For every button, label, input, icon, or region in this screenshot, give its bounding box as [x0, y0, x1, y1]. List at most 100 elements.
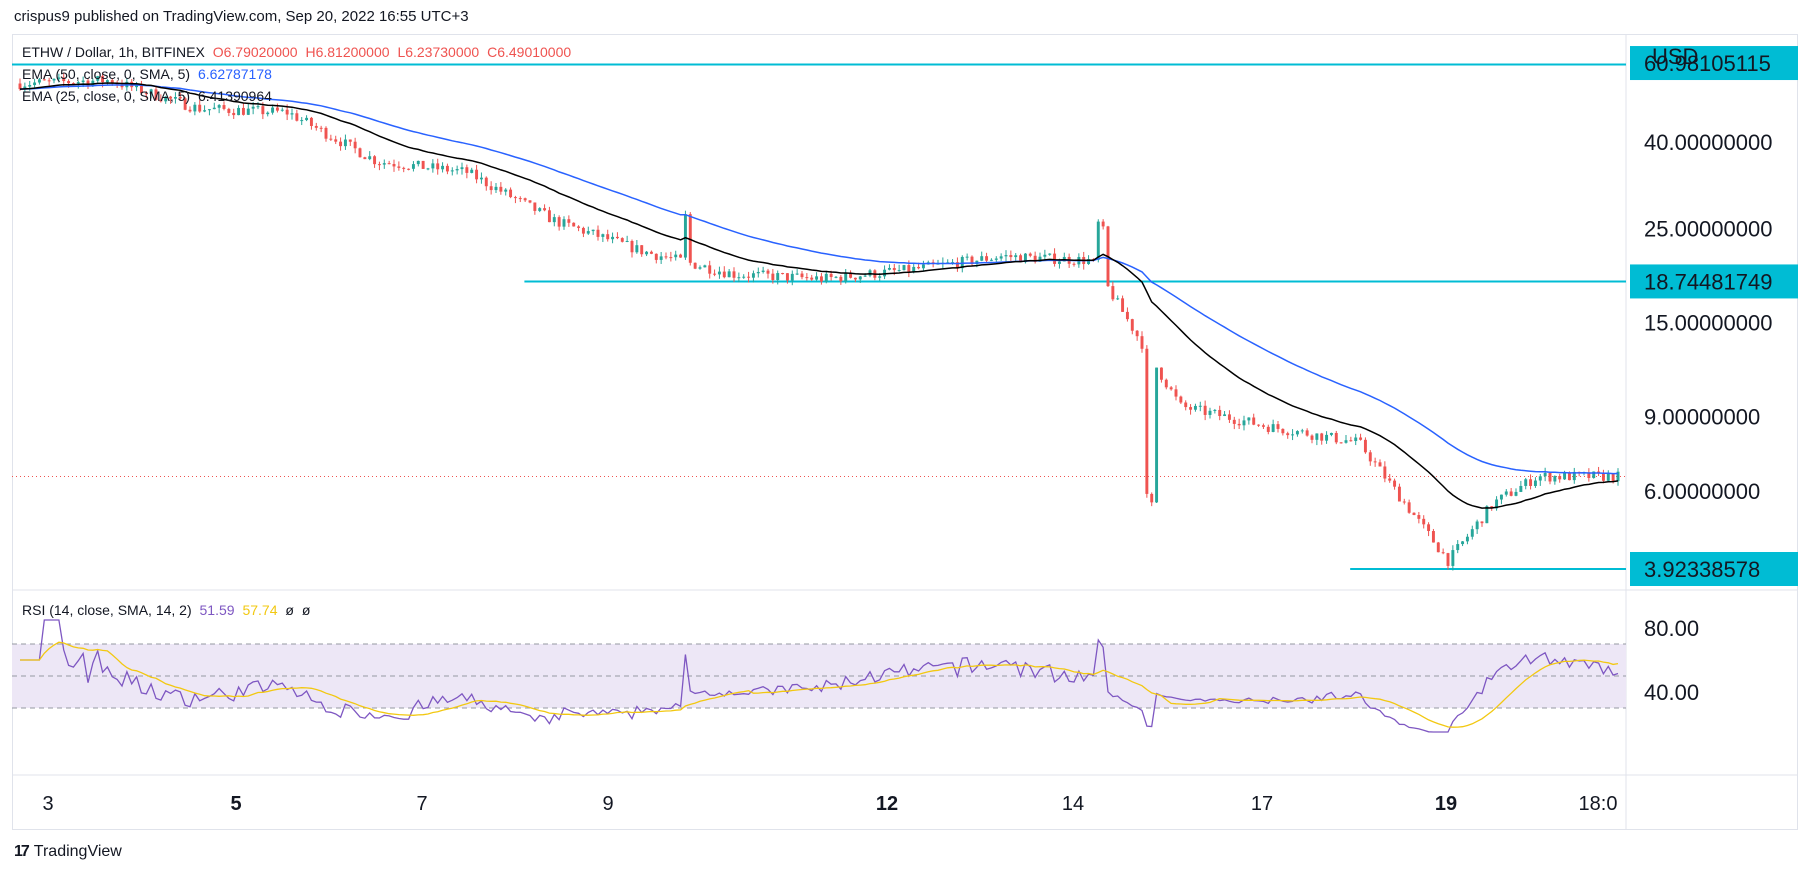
candle-body: [411, 164, 415, 169]
candle-body: [441, 165, 445, 170]
candle-body: [475, 169, 479, 180]
candle-body: [460, 167, 464, 170]
ema25-line: [19, 82, 1619, 509]
candle-body: [513, 197, 517, 199]
candle-body: [339, 141, 343, 147]
candle-body: [271, 107, 275, 113]
candle-body: [1393, 480, 1397, 487]
candle-body: [76, 82, 80, 84]
candle-body: [776, 273, 780, 281]
candle-body: [620, 238, 624, 242]
candle-body: [819, 276, 823, 282]
price-tick-label: 6.00000000: [1644, 479, 1760, 504]
candle-body: [305, 117, 309, 121]
candle-body: [436, 163, 440, 170]
time-axis-label: 3: [42, 793, 53, 815]
candle-body: [203, 110, 207, 112]
candle-body: [1193, 405, 1197, 410]
candle-body: [246, 108, 250, 115]
candle-body: [154, 89, 158, 100]
candle-body: [994, 258, 998, 260]
candle-body: [1329, 432, 1333, 435]
candle-body: [703, 265, 707, 268]
time-axis-label: 12: [876, 793, 898, 815]
candle-body: [499, 186, 503, 192]
candle-body: [251, 106, 255, 109]
candle-body: [1407, 502, 1411, 513]
candle-body: [659, 256, 663, 260]
candle-body: [1261, 425, 1265, 427]
candle-body: [217, 105, 221, 108]
candle-body: [232, 112, 236, 116]
time-axis-label: 5: [230, 793, 241, 815]
candle-body: [761, 270, 765, 272]
candle-body: [37, 79, 41, 83]
candle-body: [509, 189, 513, 198]
ema25-value: 6.41390964: [197, 88, 272, 104]
candle-body: [1218, 409, 1222, 417]
price-tick-label: 40.00000000: [1644, 130, 1772, 155]
candle-body: [164, 96, 168, 102]
ema50-legend[interactable]: EMA (50, close, 0, SMA, 5) 6.62787178: [22, 66, 276, 82]
candle-body: [557, 217, 561, 227]
candle-body: [382, 163, 386, 165]
candle-body: [1237, 423, 1241, 426]
candle-body: [839, 276, 843, 282]
candle-body: [640, 245, 644, 255]
candle-body: [1325, 434, 1329, 441]
candle-body: [1422, 518, 1426, 525]
candle-body: [363, 157, 367, 160]
candle-body: [1587, 472, 1591, 478]
candle-body: [815, 276, 819, 280]
candle-body: [1373, 461, 1377, 463]
tradingview-logo[interactable]: 17 TradingView: [14, 843, 122, 861]
ema50-value: 6.62787178: [197, 66, 272, 82]
candle-body: [543, 208, 547, 211]
candle-body: [747, 276, 751, 278]
candle-body: [912, 266, 916, 273]
candle-body: [489, 186, 493, 191]
candle-body: [1247, 417, 1251, 421]
symbol-legend: ETHW / Dollar, 1h, BITFINEX O6.79020000 …: [22, 44, 575, 60]
candle-body: [810, 277, 814, 280]
candle-body: [611, 236, 615, 240]
currency-label: USD: [1652, 44, 1699, 69]
candle-body: [1567, 472, 1571, 481]
candle-body: [81, 80, 85, 83]
candle-body: [615, 236, 619, 239]
candle-body: [844, 272, 848, 282]
candle-body: [1344, 440, 1348, 443]
candle-body: [1402, 501, 1406, 503]
candle-body: [625, 240, 629, 242]
candle-body: [1315, 433, 1319, 440]
candle-body: [1213, 409, 1217, 411]
candle-body: [834, 276, 838, 278]
candle-body: [237, 107, 241, 116]
candle-body: [649, 251, 653, 254]
chart-container[interactable]: [12, 34, 1798, 830]
candle-body: [28, 85, 32, 87]
candle-body: [1242, 420, 1246, 426]
candle-body: [159, 99, 163, 102]
time-axis-label: 14: [1062, 793, 1084, 815]
candle-body: [1349, 440, 1353, 442]
candle-body: [1480, 521, 1484, 524]
rsi-legend[interactable]: RSI (14, close, SMA, 14, 2) 51.59 57.74 …: [22, 602, 314, 618]
candle-body: [387, 163, 391, 165]
candle-body: [1519, 485, 1523, 492]
candle-body: [1339, 442, 1343, 444]
candle-body: [1019, 255, 1023, 263]
candle-body: [183, 98, 187, 110]
candle-body: [110, 80, 114, 84]
candle-body: [392, 164, 396, 167]
candle-body: [377, 164, 381, 166]
rsi-sma-value: 57.74: [242, 602, 278, 618]
candle-body: [654, 253, 658, 260]
candle-body: [1441, 552, 1445, 554]
symbol-name[interactable]: ETHW / Dollar, 1h, BITFINEX: [22, 44, 205, 60]
ema25-legend[interactable]: EMA (25, close, 0, SMA, 5) 6.41390964: [22, 88, 276, 104]
candle-body: [1354, 437, 1358, 442]
candle-body: [1529, 479, 1533, 486]
level-mid-box: [1630, 264, 1798, 299]
